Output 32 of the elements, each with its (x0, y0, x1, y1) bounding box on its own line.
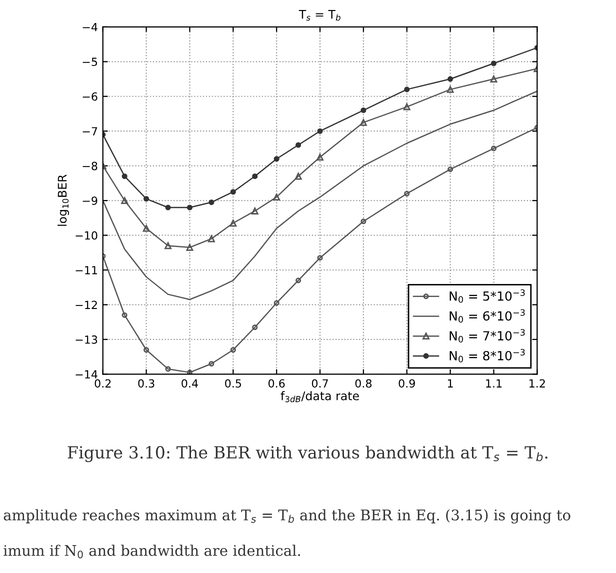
legend-label: N$_{0}$ = 6*10$^{−3}$ (450, 309, 525, 323)
text: amplitude reaches maximum at T$_{s}$ = T$_{b}$ and the BER in Eq. (3.15) is going to (4, 509, 570, 524)
legend-label: N$_{0}$ = 8*10$^{−3}$ (450, 348, 525, 362)
x-tick-label: 0.6 (268, 379, 285, 388)
y-tick-label: −11 (76, 266, 97, 274)
x-tick-label: 1 (448, 379, 453, 388)
y-tick-label: −5 (82, 58, 98, 66)
text: imum if N$_{0}$ and bandwidth are identical. (4, 544, 300, 558)
x-tick-label: 0.3 (138, 379, 154, 388)
caption: Figure 3.10: The BER with various bandwidth at T$_{s}$ = T$_{b}$. (68, 446, 548, 462)
y-tick-label: −8 (82, 162, 98, 170)
y-tick-label: −9 (82, 196, 98, 205)
legend-label: N$_{0}$ = 7*10$^{−3}$ (450, 329, 525, 343)
y-tick-label: −12 (76, 300, 97, 309)
y-tick-label: −4 (82, 23, 98, 32)
x-tick-label: 0.9 (398, 379, 415, 388)
y-tick-label: −14 (76, 370, 98, 378)
x-tick-label: 0.5 (225, 379, 242, 388)
y-tick-label: −7 (82, 127, 98, 136)
x-tick-label: 1.2 (530, 379, 545, 388)
x-tick-label: 0.8 (355, 379, 372, 388)
x-tick-label: 0.7 (312, 379, 328, 388)
x-tick-label: 0.2 (94, 379, 111, 388)
x-tick-label: 0.4 (182, 379, 198, 388)
y-tick-label: −6 (82, 92, 98, 101)
y-tick-label: −10 (76, 231, 98, 240)
legend-label: N$_{0}$ = 5*10$^{−3}$ (450, 289, 525, 303)
x-tick-label: 1.1 (486, 379, 502, 388)
y-axis-title: log$_{10}$BER (58, 174, 69, 226)
x-axis-title: f$_{3dB}$/data rate (280, 391, 359, 402)
y-tick-label: −13 (76, 335, 98, 344)
chart-title: T$_{s}$ = T$_{b}$ (298, 10, 340, 21)
